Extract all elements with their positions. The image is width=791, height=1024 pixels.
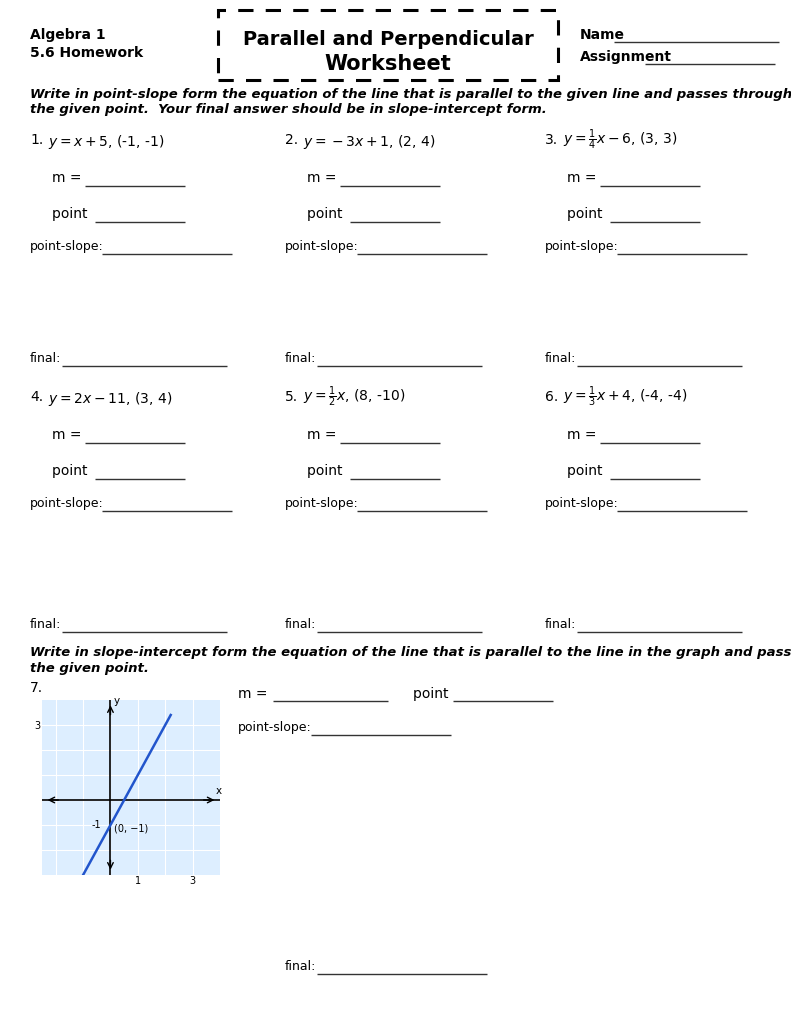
Text: point-slope:: point-slope: bbox=[545, 240, 619, 253]
Text: the given point.: the given point. bbox=[30, 662, 149, 675]
Text: final:: final: bbox=[285, 961, 316, 973]
FancyBboxPatch shape bbox=[218, 10, 558, 80]
Text: x: x bbox=[216, 785, 222, 796]
Text: point-slope:: point-slope: bbox=[285, 497, 359, 510]
Text: point-slope:: point-slope: bbox=[285, 240, 359, 253]
Text: final:: final: bbox=[285, 618, 316, 631]
Text: (0, −1): (0, −1) bbox=[114, 823, 148, 834]
Text: m =: m = bbox=[307, 428, 341, 442]
Text: point: point bbox=[52, 464, 92, 478]
Text: point-slope:: point-slope: bbox=[545, 497, 619, 510]
Text: m =: m = bbox=[567, 171, 601, 185]
Text: m =: m = bbox=[567, 428, 601, 442]
Text: 7.: 7. bbox=[30, 681, 44, 695]
Text: final:: final: bbox=[30, 618, 62, 631]
Text: 2.: 2. bbox=[285, 133, 298, 147]
Text: y: y bbox=[113, 695, 119, 706]
Text: final:: final: bbox=[30, 352, 62, 365]
Text: Worksheet: Worksheet bbox=[324, 54, 452, 74]
Text: 5.6 Homework: 5.6 Homework bbox=[30, 46, 143, 60]
Text: $y = 2x - 11$, (3, 4): $y = 2x - 11$, (3, 4) bbox=[48, 390, 172, 408]
Text: point: point bbox=[567, 207, 607, 221]
Text: the given point.  Your final answer should be in slope-intercept form.: the given point. Your final answer shoul… bbox=[30, 103, 547, 116]
Text: $y = \frac{1}{3}x + 4$, (-4, -4): $y = \frac{1}{3}x + 4$, (-4, -4) bbox=[563, 385, 687, 410]
Text: Algebra 1: Algebra 1 bbox=[30, 28, 106, 42]
Text: 1.: 1. bbox=[30, 133, 44, 147]
Text: point-slope:: point-slope: bbox=[30, 240, 104, 253]
Text: Write in slope-intercept form the equation of the line that is parallel to the l: Write in slope-intercept form the equati… bbox=[30, 646, 791, 659]
Text: point-slope:: point-slope: bbox=[238, 721, 312, 734]
Text: final:: final: bbox=[545, 352, 577, 365]
Text: -1: -1 bbox=[91, 820, 101, 830]
Text: $y = \frac{1}{4}x - 6$, (3, 3): $y = \frac{1}{4}x - 6$, (3, 3) bbox=[563, 128, 677, 153]
Text: 3.: 3. bbox=[545, 133, 558, 147]
Text: point: point bbox=[413, 687, 453, 701]
Text: $y = -3x + 1$, (2, 4): $y = -3x + 1$, (2, 4) bbox=[303, 133, 435, 151]
Text: point: point bbox=[52, 207, 92, 221]
Text: $y = \frac{1}{2}x$, (8, -10): $y = \frac{1}{2}x$, (8, -10) bbox=[303, 385, 406, 410]
Text: 6.: 6. bbox=[545, 390, 558, 404]
Text: final:: final: bbox=[285, 352, 316, 365]
Text: final:: final: bbox=[545, 618, 577, 631]
Text: point-slope:: point-slope: bbox=[30, 497, 104, 510]
Text: point: point bbox=[567, 464, 607, 478]
Text: Write in point-slope form the equation of the line that is parallel to the given: Write in point-slope form the equation o… bbox=[30, 88, 791, 101]
Text: Assignment: Assignment bbox=[580, 50, 672, 63]
Text: Name: Name bbox=[580, 28, 625, 42]
Text: 4.: 4. bbox=[30, 390, 44, 404]
Text: $y = x + 5$, (-1, -1): $y = x + 5$, (-1, -1) bbox=[48, 133, 165, 151]
Text: Parallel and Perpendicular: Parallel and Perpendicular bbox=[243, 30, 533, 49]
Text: m =: m = bbox=[307, 171, 341, 185]
Text: m =: m = bbox=[238, 687, 272, 701]
Text: point: point bbox=[307, 207, 347, 221]
Text: 5.: 5. bbox=[285, 390, 298, 404]
Text: point: point bbox=[307, 464, 347, 478]
Text: m =: m = bbox=[52, 428, 86, 442]
Text: m =: m = bbox=[52, 171, 86, 185]
